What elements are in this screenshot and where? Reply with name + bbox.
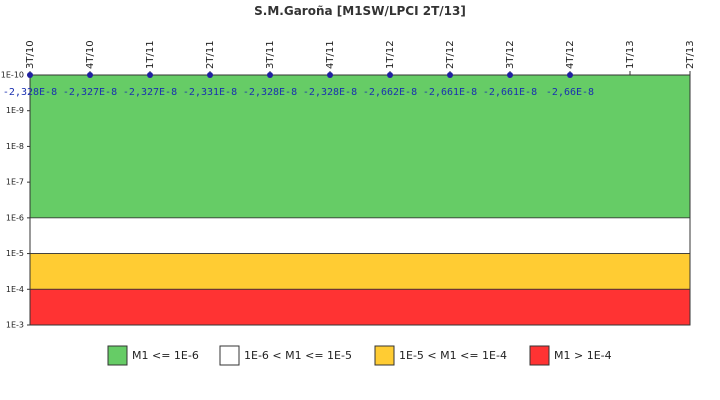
data-label-5: -2,328E-8	[303, 87, 357, 98]
legend-swatch-3	[529, 345, 550, 366]
data-label-6: -2,662E-8	[363, 87, 417, 98]
data-point-6	[387, 72, 393, 78]
legend-label-1: 1E-6 < M1 <= 1E-5	[244, 349, 352, 362]
data-point-3	[207, 72, 213, 78]
data-label-8: -2,661E-8	[483, 87, 537, 98]
chart-title: S.M.Garoña [M1SW/LPCI 2T/13]	[254, 4, 466, 18]
y-tick-label-1: 1E-9	[6, 106, 24, 115]
data-label-2: -2,327E-8	[123, 87, 177, 98]
x-tick-label-8: 3T/12	[505, 40, 516, 69]
series: -2,328E-8 -2,327E-8 -2,327E-8 -2,331E-8 -2,3…	[3, 72, 594, 98]
y-tick-label-7: 1E-3	[6, 321, 24, 330]
x-tick-label-9: 4T/12	[565, 40, 576, 69]
x-tick-label-0: 3T/10	[25, 40, 36, 69]
y-axis-labels: 1E-10 1E-9 1E-8 1E-7 1E-6 1E-5 1E-4 1E-3	[1, 71, 24, 330]
threshold-bands	[29, 74, 691, 326]
y-tick-label-0: 1E-10	[1, 71, 24, 80]
x-tick-label-4: 3T/11	[265, 40, 276, 69]
y-tick-label-6: 1E-4	[6, 285, 24, 294]
data-point-9	[567, 72, 573, 78]
legend-swatch-0	[107, 345, 128, 366]
data-point-5	[327, 72, 333, 78]
data-point-7	[447, 72, 453, 78]
x-tick-label-11: 2T/13	[685, 40, 696, 69]
legend: M1 <= 1E-6 1E-6 < M1 <= 1E-5 1E-5 < M1 <= …	[107, 345, 612, 366]
band-0	[29, 74, 691, 219]
legend-swatch-1	[219, 345, 240, 366]
data-point-1	[87, 72, 93, 78]
data-point-2	[147, 72, 153, 78]
data-point-4	[267, 72, 273, 78]
band-1	[29, 217, 691, 254]
x-tick-label-7: 2T/12	[445, 40, 456, 69]
x-tick-label-10: 1T/13	[625, 40, 636, 69]
x-tick-label-6: 1T/12	[385, 40, 396, 69]
data-point-8	[507, 72, 513, 78]
data-label-4: -2,328E-8	[243, 87, 297, 98]
plot-frame	[29, 74, 691, 326]
data-label-1: -2,327E-8	[63, 87, 117, 98]
band-3	[29, 288, 691, 326]
data-label-3: -2,331E-8	[183, 87, 237, 98]
data-point-0	[27, 72, 33, 78]
x-axis-labels: 3T/10 4T/10 1T/11 2T/11 3T/11 4T/11 1T/12 2T/12…	[25, 40, 696, 69]
x-tick-label-3: 2T/11	[205, 40, 216, 69]
legend-label-3: M1 > 1E-4	[554, 349, 612, 362]
y-tick-label-3: 1E-7	[6, 178, 24, 187]
legend-label-0: M1 <= 1E-6	[132, 349, 199, 362]
legend-label-2: 1E-5 < M1 <= 1E-4	[399, 349, 507, 362]
y-tick-label-5: 1E-5	[6, 249, 24, 258]
data-label-7: -2,661E-8	[423, 87, 477, 98]
data-label-0: -2,328E-8	[3, 87, 57, 98]
y-tick-label-4: 1E-6	[6, 213, 24, 222]
data-label-9: -2,66E-8	[546, 87, 594, 98]
legend-swatch-2	[374, 345, 395, 366]
x-tick-label-5: 4T/11	[325, 40, 336, 69]
y-tick-label-2: 1E-8	[6, 142, 24, 151]
x-tick-label-2: 1T/11	[145, 40, 156, 69]
band-2	[29, 253, 691, 290]
x-tick-label-1: 4T/10	[85, 40, 96, 69]
